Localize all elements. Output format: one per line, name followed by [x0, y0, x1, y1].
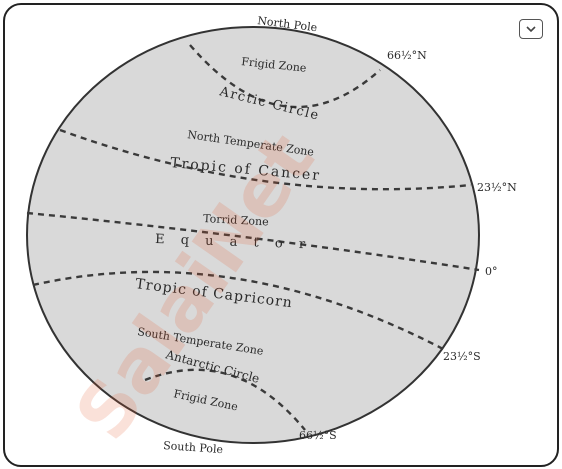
south-pole-label: South Pole [163, 439, 224, 456]
tropic-of-cancer-line [59, 128, 472, 191]
earth-heat-zones-diagram: North Pole South Pole Frigid Zone Arctic… [26, 14, 517, 456]
expand-button[interactable] [519, 19, 543, 39]
capricorn-latitude-label: 23½°S [443, 350, 481, 363]
globe [26, 26, 480, 444]
antarctic-circle-line [144, 368, 306, 431]
equator-latitude-label: 0° [485, 265, 498, 278]
diagram-frame: North Pole South Pole Frigid Zone Arctic… [3, 3, 559, 467]
arctic-latitude-label: 66½°N [387, 49, 427, 62]
tropic-of-capricorn-line [32, 270, 446, 352]
equator-label: E q u a t o r [155, 232, 311, 252]
arctic-circle-line [189, 44, 381, 109]
antarctic-latitude-label: 66½°S [299, 429, 337, 442]
torrid-zone-label: Torrid Zone [203, 212, 269, 228]
chevron-down-icon [526, 25, 536, 32]
cancer-latitude-label: 23½°N [477, 181, 517, 194]
